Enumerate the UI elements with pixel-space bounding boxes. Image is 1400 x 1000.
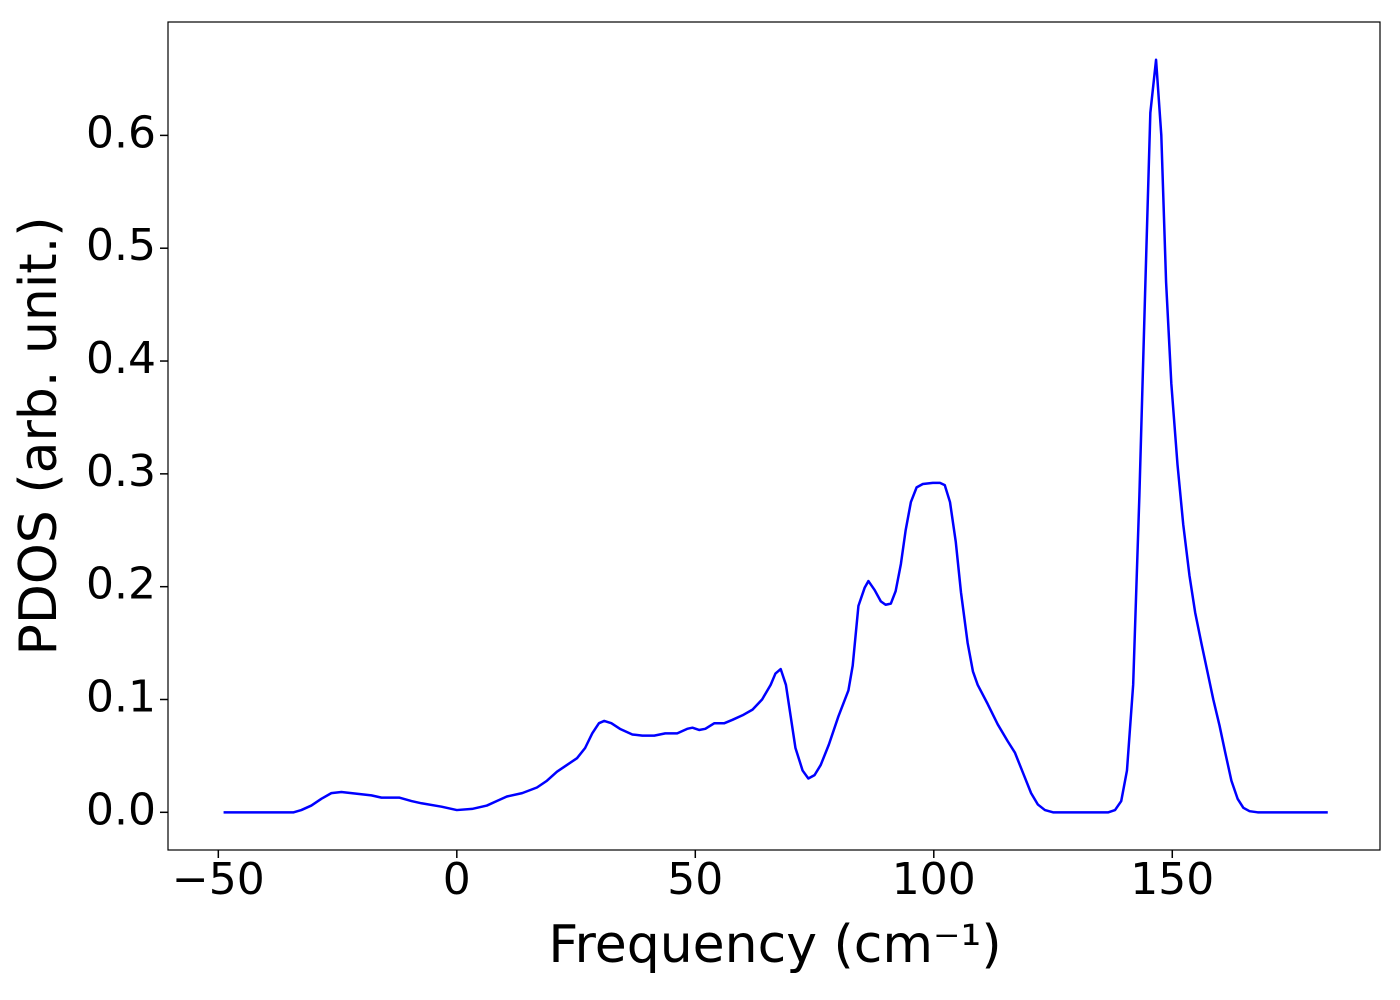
x-tick-label: 100 bbox=[892, 854, 976, 905]
x-tick-label: 0 bbox=[443, 854, 471, 905]
y-tick-label: 0.6 bbox=[86, 107, 156, 158]
data-line bbox=[223, 58, 1328, 814]
y-tick-label: 0.1 bbox=[86, 671, 156, 722]
x-tick-label: 50 bbox=[667, 854, 723, 905]
x-tick-label: 150 bbox=[1130, 854, 1214, 905]
x-axis-label: Frequency (cm⁻¹) bbox=[548, 915, 1001, 975]
plot-frame bbox=[167, 21, 1381, 851]
y-tick-label: 0.5 bbox=[86, 220, 156, 271]
y-tick-label: 0.0 bbox=[86, 784, 156, 835]
y-tick-label: 0.2 bbox=[86, 559, 156, 610]
y-axis-label: PDOS (arb. unit.) bbox=[9, 216, 69, 655]
x-tick-label: −50 bbox=[172, 854, 265, 905]
y-tick-label: 0.4 bbox=[86, 333, 156, 384]
y-tick-label: 0.3 bbox=[86, 446, 156, 497]
